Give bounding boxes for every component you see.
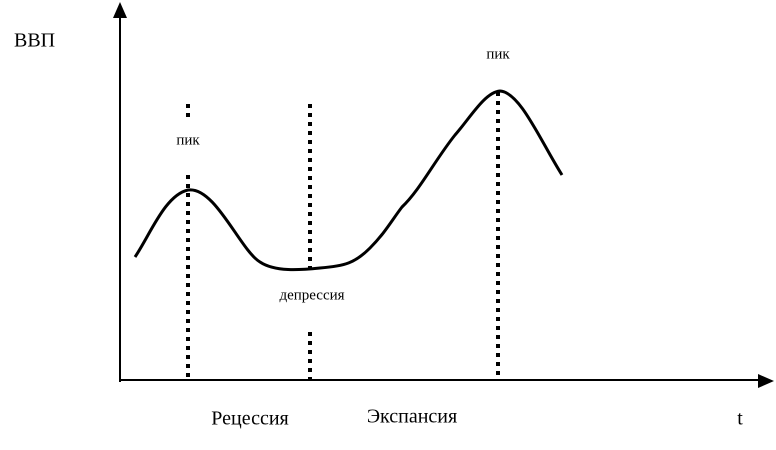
phase-label: Рецессия [211, 408, 288, 430]
peak-label: пик [486, 46, 510, 62]
y-axis-arrow [113, 2, 127, 18]
x-axis-label: t [737, 408, 743, 430]
x-axis-arrow [758, 374, 774, 388]
y-axis-label: ВВП [14, 30, 55, 52]
phase-label: Экспансия [367, 406, 457, 428]
trough-label: депрессия [279, 287, 344, 303]
cycle-curve [133, 89, 564, 272]
peak-label: пик [176, 132, 200, 148]
